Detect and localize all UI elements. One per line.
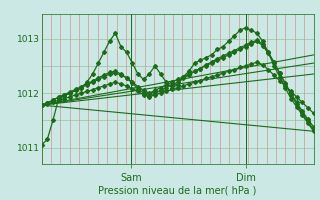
X-axis label: Pression niveau de la mer( hPa ): Pression niveau de la mer( hPa ) bbox=[99, 186, 257, 196]
